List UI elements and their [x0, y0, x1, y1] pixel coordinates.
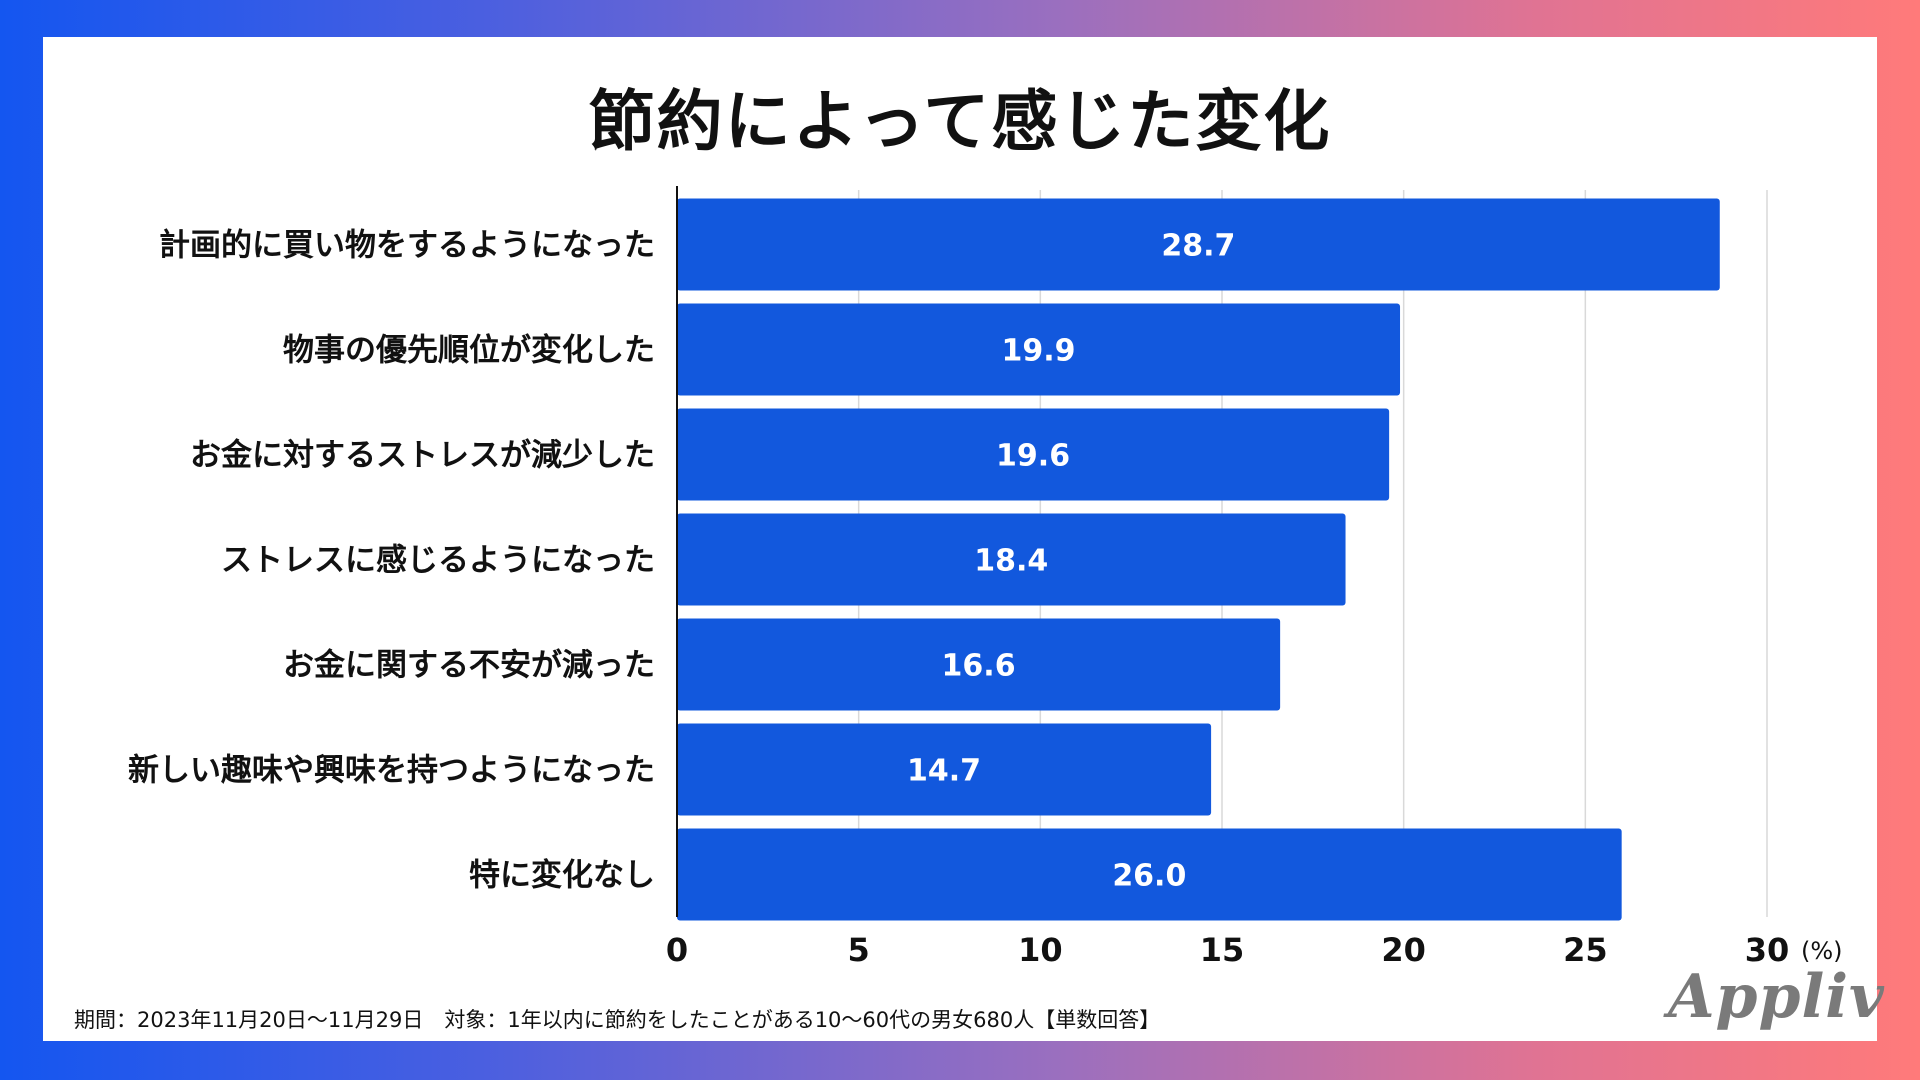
- bar-value-label-2: 19.6: [996, 439, 1070, 474]
- bar-3: [677, 513, 1346, 606]
- x-tick-label-0: 0: [666, 931, 688, 969]
- category-label-6: 特に変化なし: [469, 858, 655, 894]
- category-label-3: ストレスに感じるようになった: [221, 543, 655, 579]
- bar-2: [677, 408, 1390, 501]
- bar-value-label-1: 19.9: [1002, 334, 1076, 369]
- applive-logo: Appliv: [1668, 962, 1885, 1032]
- bar-4: [677, 618, 1281, 711]
- category-label-4: お金に関する不安が減った: [283, 648, 655, 684]
- x-tick-label-10: 10: [1018, 931, 1063, 969]
- bar-value-label-5: 14.7: [907, 754, 981, 789]
- bar-value-label-6: 26.0: [1112, 859, 1186, 894]
- axis: 0 5 10 15 20 25 30 (%): [666, 186, 1843, 969]
- x-tick-label-25: 25: [1563, 931, 1608, 969]
- bar-6: [677, 828, 1622, 921]
- category-label-5: 新しい趣味や興味を持つようになった: [128, 753, 655, 789]
- x-tick-label-20: 20: [1381, 931, 1426, 969]
- bar-1: [677, 303, 1401, 396]
- bars: 28.7 計画的に買い物をするようになった 19.9 物事の優先順位が変化した 19.6…: [128, 198, 1720, 921]
- x-tick-label-5: 5: [848, 931, 870, 969]
- bar-0: [677, 198, 1720, 291]
- bar-value-label-0: 28.7: [1161, 229, 1235, 264]
- category-label-1: 物事の優先順位が変化した: [283, 333, 655, 369]
- bar-value-label-3: 18.4: [974, 544, 1048, 579]
- category-label-0: 計画的に買い物をするようになった: [159, 228, 655, 264]
- x-tick-label-30: 30: [1745, 931, 1790, 969]
- unit-label: (%): [1801, 937, 1843, 965]
- x-tick-label-15: 15: [1200, 931, 1245, 969]
- bar-value-label-4: 16.6: [942, 649, 1016, 684]
- footer-note: 期間：2023年11月20日〜11月29日 対象：1年以内に節約をしたことがある…: [74, 1008, 1161, 1032]
- category-label-2: お金に対するストレスが減少した: [190, 438, 655, 474]
- bar-5: [677, 723, 1212, 816]
- chart-title: 節約によって感じた変化: [588, 83, 1332, 160]
